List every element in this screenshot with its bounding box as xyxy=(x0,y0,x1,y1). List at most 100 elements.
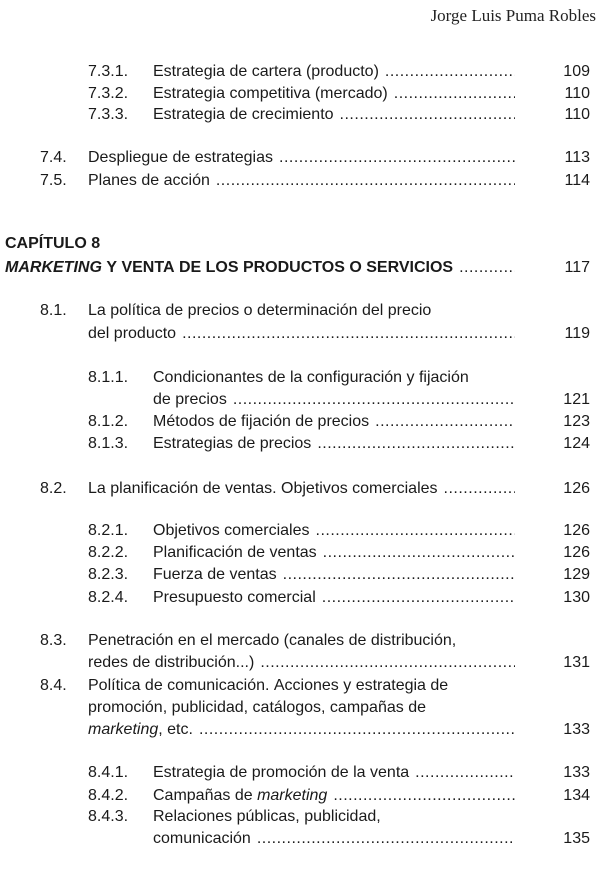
title-text: Planes de acción xyxy=(88,172,210,189)
leader-dots xyxy=(317,433,515,455)
section-number: 8.2.4. xyxy=(88,589,129,606)
title-text: Estrategias de precios xyxy=(153,435,312,452)
title-text: Y VENTA DE LOS PRODUCTOS O SERVICIOS xyxy=(101,259,454,276)
section-title: Fuerza de ventas xyxy=(153,564,515,586)
toc-entry-line: 8.3. Penetración en el mercado (canales d… xyxy=(0,630,600,652)
leader-dots xyxy=(394,83,515,105)
section-title: Estrategia de cartera (producto) xyxy=(153,61,515,83)
leader-dots xyxy=(260,652,515,674)
toc-entry-line: 8.2. La planificación de ventas. Objetivo… xyxy=(0,478,600,500)
section-number: 8.1.1. xyxy=(88,369,129,386)
section-title: MARKETING Y VENTA DE LOS PRODUCTOS O SER… xyxy=(5,257,515,279)
leader-dots xyxy=(444,478,515,500)
title-text: Política de comunicación. Acciones y est… xyxy=(88,677,449,694)
toc-entry-line: comunicación 135 xyxy=(0,828,600,850)
title-text: Condicionantes de la configuración y fij… xyxy=(153,369,469,386)
title-text: Métodos de fijación de precios xyxy=(153,413,370,430)
page-number: 121 xyxy=(563,391,590,408)
section-title: Despliegue de estrategias xyxy=(88,147,515,169)
page-number: 133 xyxy=(563,721,590,738)
section-number: 7.5. xyxy=(40,172,67,189)
page-number: 110 xyxy=(564,85,590,102)
section-title: Planificación de ventas xyxy=(153,542,515,564)
toc-entry-line: marketing, etc. 133 xyxy=(0,719,600,741)
section-number: 8.3. xyxy=(40,632,67,649)
leader-dots xyxy=(283,564,515,586)
section-title: La política de precios o determinación d… xyxy=(88,300,431,322)
section-title: Estrategia competitiva (mercado) xyxy=(153,83,515,105)
section-title: Campañas de marketing xyxy=(153,785,515,807)
leader-dots xyxy=(459,257,515,279)
leader-dots xyxy=(385,61,515,83)
section-title: Presupuesto comercial xyxy=(153,587,515,609)
section-title: comunicación xyxy=(153,828,515,850)
title-text: Estrategia de cartera (producto) xyxy=(153,63,379,80)
title-text: de precios xyxy=(153,391,227,408)
italic-term: marketing xyxy=(88,721,159,738)
title-text: Estrategia de crecimiento xyxy=(153,106,334,123)
title-text: Relaciones públicas, publicidad, xyxy=(153,808,381,825)
chapter-heading-line: CAPÍTULO 8 xyxy=(0,233,600,255)
section-title: Estrategia de promoción de la venta xyxy=(153,762,515,784)
section-number: 8.1.2. xyxy=(88,413,129,430)
section-title: Política de comunicación. Acciones y est… xyxy=(88,675,448,697)
leader-dots xyxy=(233,389,515,411)
toc-entry-line: 8.4.1. Estrategia de promoción de la vent… xyxy=(0,762,600,784)
section-title: Condicionantes de la configuración y fij… xyxy=(153,367,469,389)
toc-entry-line: 7.5. Planes de acción 114 xyxy=(0,170,600,192)
section-title: La planificación de ventas. Objetivos co… xyxy=(88,478,515,500)
section-title: Métodos de fijación de precios xyxy=(153,411,515,433)
toc-entry-line: 8.2.1. Objetivos comerciales 126 xyxy=(0,520,600,542)
title-text: redes de distribución...) xyxy=(88,654,255,671)
toc-entry-line: redes de distribución...) 131 xyxy=(0,652,600,674)
section-number: 8.2.1. xyxy=(88,522,129,539)
title-text: La política de precios o determinación d… xyxy=(88,302,432,319)
title-text: Estrategia competitiva (mercado) xyxy=(153,85,388,102)
toc-entry-line: promoción, publicidad, catálogos, campañ… xyxy=(0,697,600,719)
section-title: CAPÍTULO 8 xyxy=(5,233,100,255)
toc-entry-line: 8.2.4. Presupuesto comercial 130 xyxy=(0,587,600,609)
leader-dots xyxy=(182,323,515,345)
section-title: Estrategia de crecimiento xyxy=(153,104,515,126)
leader-dots xyxy=(333,785,515,807)
page-number: 129 xyxy=(563,566,590,583)
page-number: 113 xyxy=(564,149,590,166)
page-number: 109 xyxy=(563,63,590,80)
leader-dots xyxy=(415,762,515,784)
page-number: 114 xyxy=(564,172,590,189)
toc-entry-line: 7.4. Despliegue de estrategias 113 xyxy=(0,147,600,169)
title-text: Campañas de xyxy=(153,787,258,804)
toc-entry-line: del producto 119 xyxy=(0,323,600,345)
title-text: Penetración en el mercado (canales de di… xyxy=(88,632,457,649)
page-number: 134 xyxy=(563,787,590,804)
section-number: 7.3.2. xyxy=(88,85,129,102)
page-number: 131 xyxy=(563,654,590,671)
title-text: Presupuesto comercial xyxy=(153,589,316,606)
leader-dots xyxy=(279,147,515,169)
section-number: 8.2. xyxy=(40,480,67,497)
leader-dots xyxy=(322,587,515,609)
leader-dots xyxy=(199,719,515,741)
title-text: del producto xyxy=(88,325,177,342)
page-number: 119 xyxy=(564,325,590,342)
italic-term: MARKETING xyxy=(5,259,102,276)
toc-entry-line: 8.2.2. Planificación de ventas 126 xyxy=(0,542,600,564)
title-text: Despliegue de estrategias xyxy=(88,149,274,166)
section-title: del producto xyxy=(88,323,515,345)
section-number: 8.4. xyxy=(40,677,67,694)
chapter-heading-line: MARKETING Y VENTA DE LOS PRODUCTOS O SER… xyxy=(0,257,600,279)
italic-term: marketing xyxy=(257,787,328,804)
page-number: 126 xyxy=(563,522,590,539)
page-number: 123 xyxy=(563,413,590,430)
title-text: comunicación xyxy=(153,830,251,847)
section-title: redes de distribución...) xyxy=(88,652,515,674)
section-number: 8.1.3. xyxy=(88,435,129,452)
page-number: 110 xyxy=(564,106,590,123)
page-number: 126 xyxy=(563,544,590,561)
section-number: 8.4.2. xyxy=(88,787,129,804)
title-text: La planificación de ventas. Objetivos co… xyxy=(88,480,438,497)
page-number: 126 xyxy=(563,480,590,497)
section-title: Penetración en el mercado (canales de di… xyxy=(88,630,456,652)
running-header-author: Jorge Luis Puma Robles xyxy=(430,6,596,25)
title-text: Estrategia de promoción de la venta xyxy=(153,764,410,781)
